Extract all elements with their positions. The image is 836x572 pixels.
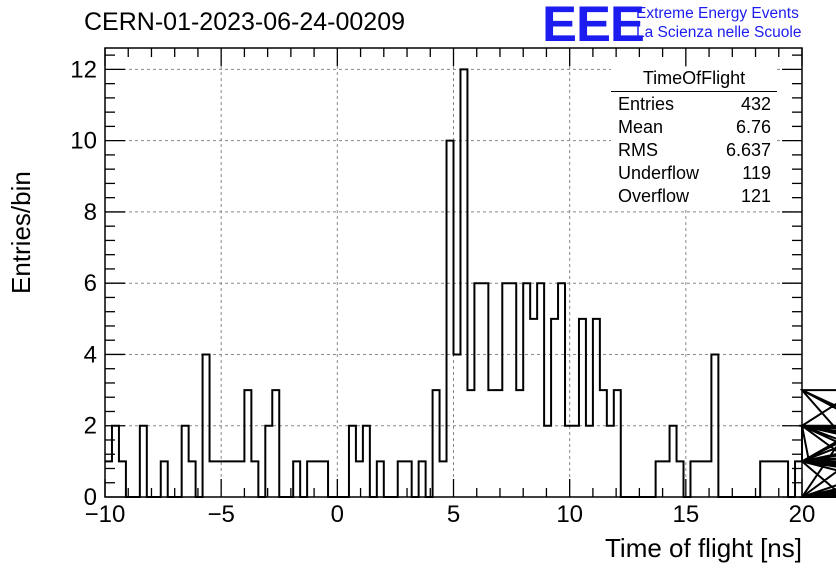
- logo-caption-line1: Extreme Energy Events: [636, 5, 799, 22]
- stats-value: 121: [740, 186, 771, 206]
- y-axis-label: Entries/bin: [6, 171, 36, 294]
- y-tick-labels: 0 2 4 6 8 10 12: [70, 56, 97, 511]
- eee-logo-icon: EEE: [542, 0, 645, 52]
- y-tick-label: 12: [70, 56, 97, 83]
- x-tick-label: 10: [556, 501, 583, 528]
- stats-label: RMS: [618, 140, 658, 160]
- stats-box-title: TimeOfFlight: [611, 67, 777, 92]
- stats-label: Entries: [618, 94, 675, 114]
- stats-value: 6.637: [725, 140, 771, 160]
- stats-value: 119: [742, 163, 771, 183]
- logo-caption-line2: La Scienza nelle Scuole: [636, 24, 802, 41]
- x-tick-label: −10: [85, 501, 126, 528]
- logo-caption: Extreme Energy Events La Scienza nelle S…: [636, 4, 801, 42]
- stats-row-entries: Entries 432: [611, 93, 777, 116]
- stats-label: Underflow: [618, 163, 700, 183]
- stats-row-underflow: Underflow 119: [611, 162, 777, 185]
- y-tick-label: 8: [84, 199, 97, 226]
- stats-row-mean: Mean 6.76: [611, 116, 777, 139]
- y-tick-label: 4: [84, 341, 97, 368]
- y-tick-label: 6: [84, 270, 97, 297]
- axis-ticks: [104, 48, 803, 498]
- stats-row-rms: RMS 6.637: [611, 139, 777, 162]
- stats-label: Mean: [618, 117, 664, 137]
- y-tick-label: 2: [84, 413, 97, 440]
- x-tick-label: 20: [789, 501, 816, 528]
- x-tick-labels: −10 −5 0 5 10 15 20: [85, 501, 816, 528]
- histogram-step-line: [105, 68, 836, 498]
- x-tick-label: 0: [331, 501, 344, 528]
- x-tick-label: 15: [672, 501, 699, 528]
- run-title: CERN-01-2023-06-24-00209: [84, 8, 406, 36]
- y-tick-label: 0: [84, 484, 97, 511]
- stats-row-overflow: Overflow 121: [611, 185, 777, 208]
- y-tick-label: 10: [70, 128, 97, 155]
- stats-value: 6.76: [735, 117, 771, 137]
- stats-value: 432: [740, 94, 771, 114]
- x-tick-label: 5: [447, 501, 460, 528]
- x-tick-label: −5: [207, 501, 234, 528]
- stats-box: TimeOfFlight Entries 432 Mean 6.76 RMS 6…: [611, 67, 777, 208]
- stats-label: Overflow: [618, 186, 690, 206]
- x-axis-label: Time of flight [ns]: [605, 533, 802, 563]
